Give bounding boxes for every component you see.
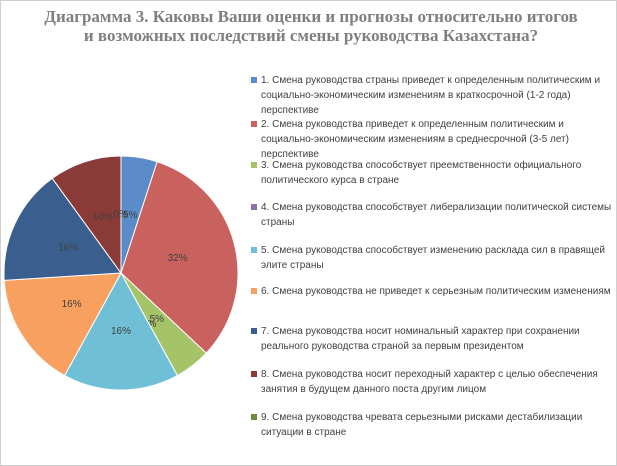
legend-swatch [251,162,257,168]
legend-item: 9. Смена руководства чревата серьезными … [251,410,616,440]
data-label: 16% [111,326,131,337]
legend-swatch [251,414,257,420]
legend-swatch [251,247,257,253]
legend-label: 2. Смена руководства приведет к определе… [261,119,569,160]
legend-label: 4. Смена руководства способствует либера… [261,202,612,228]
data-label: 5% [123,210,138,221]
legend-swatch [251,371,257,377]
legend-item: 1. Смена руководства страны приведет к о… [251,73,616,118]
pie-slice [3,272,122,377]
legend-label: 5. Смена руководства способствует измене… [261,245,606,271]
legend-swatch [251,204,257,210]
legend-item: 8. Смена руководства носит переходный ха… [251,367,616,397]
legend-label: 7. Смена руководства носит номинальный х… [261,326,580,352]
data-label: 16% [62,299,82,310]
legend-item: 5. Смена руководства способствует измене… [251,243,616,273]
legend-swatch [251,328,257,334]
legend-item: 3. Смена руководства способствует преемс… [251,158,616,188]
legend-swatch [251,288,257,294]
pie-slice [3,177,122,281]
legend-label: 9. Смена руководства чревата серьезными … [261,412,583,438]
chart-title: Диаграмма 3. Каковы Ваши оценки и прогно… [44,7,578,45]
legend-item: 4. Смена руководства способствует либера… [251,200,616,230]
legend-label: 3. Смена руководства способствует преемс… [261,160,582,186]
data-label: 16% [58,243,78,254]
legend-label: 6. Смена руководства не приведет к серье… [261,286,611,297]
legend-label: 8. Смена руководства носит переходный ха… [261,369,598,395]
pie-slice [120,161,239,354]
data-label: 10% [93,212,113,223]
data-label: 32% [168,253,188,264]
legend-swatch [251,121,257,127]
pie-slice [51,155,122,275]
legend-item: 6. Смена руководства не приведет к серье… [251,284,616,299]
legend-swatch [251,77,257,83]
legend-label: 1. Смена руководства страны приведет к о… [261,75,601,116]
data-label: 0% [114,209,129,220]
pie-slice [63,271,179,391]
legend-item: 7. Смена руководства носит номинальный х… [251,324,616,354]
legend-item: 2. Смена руководства приведет к определе… [251,117,616,162]
data-label: 5% [150,314,165,325]
